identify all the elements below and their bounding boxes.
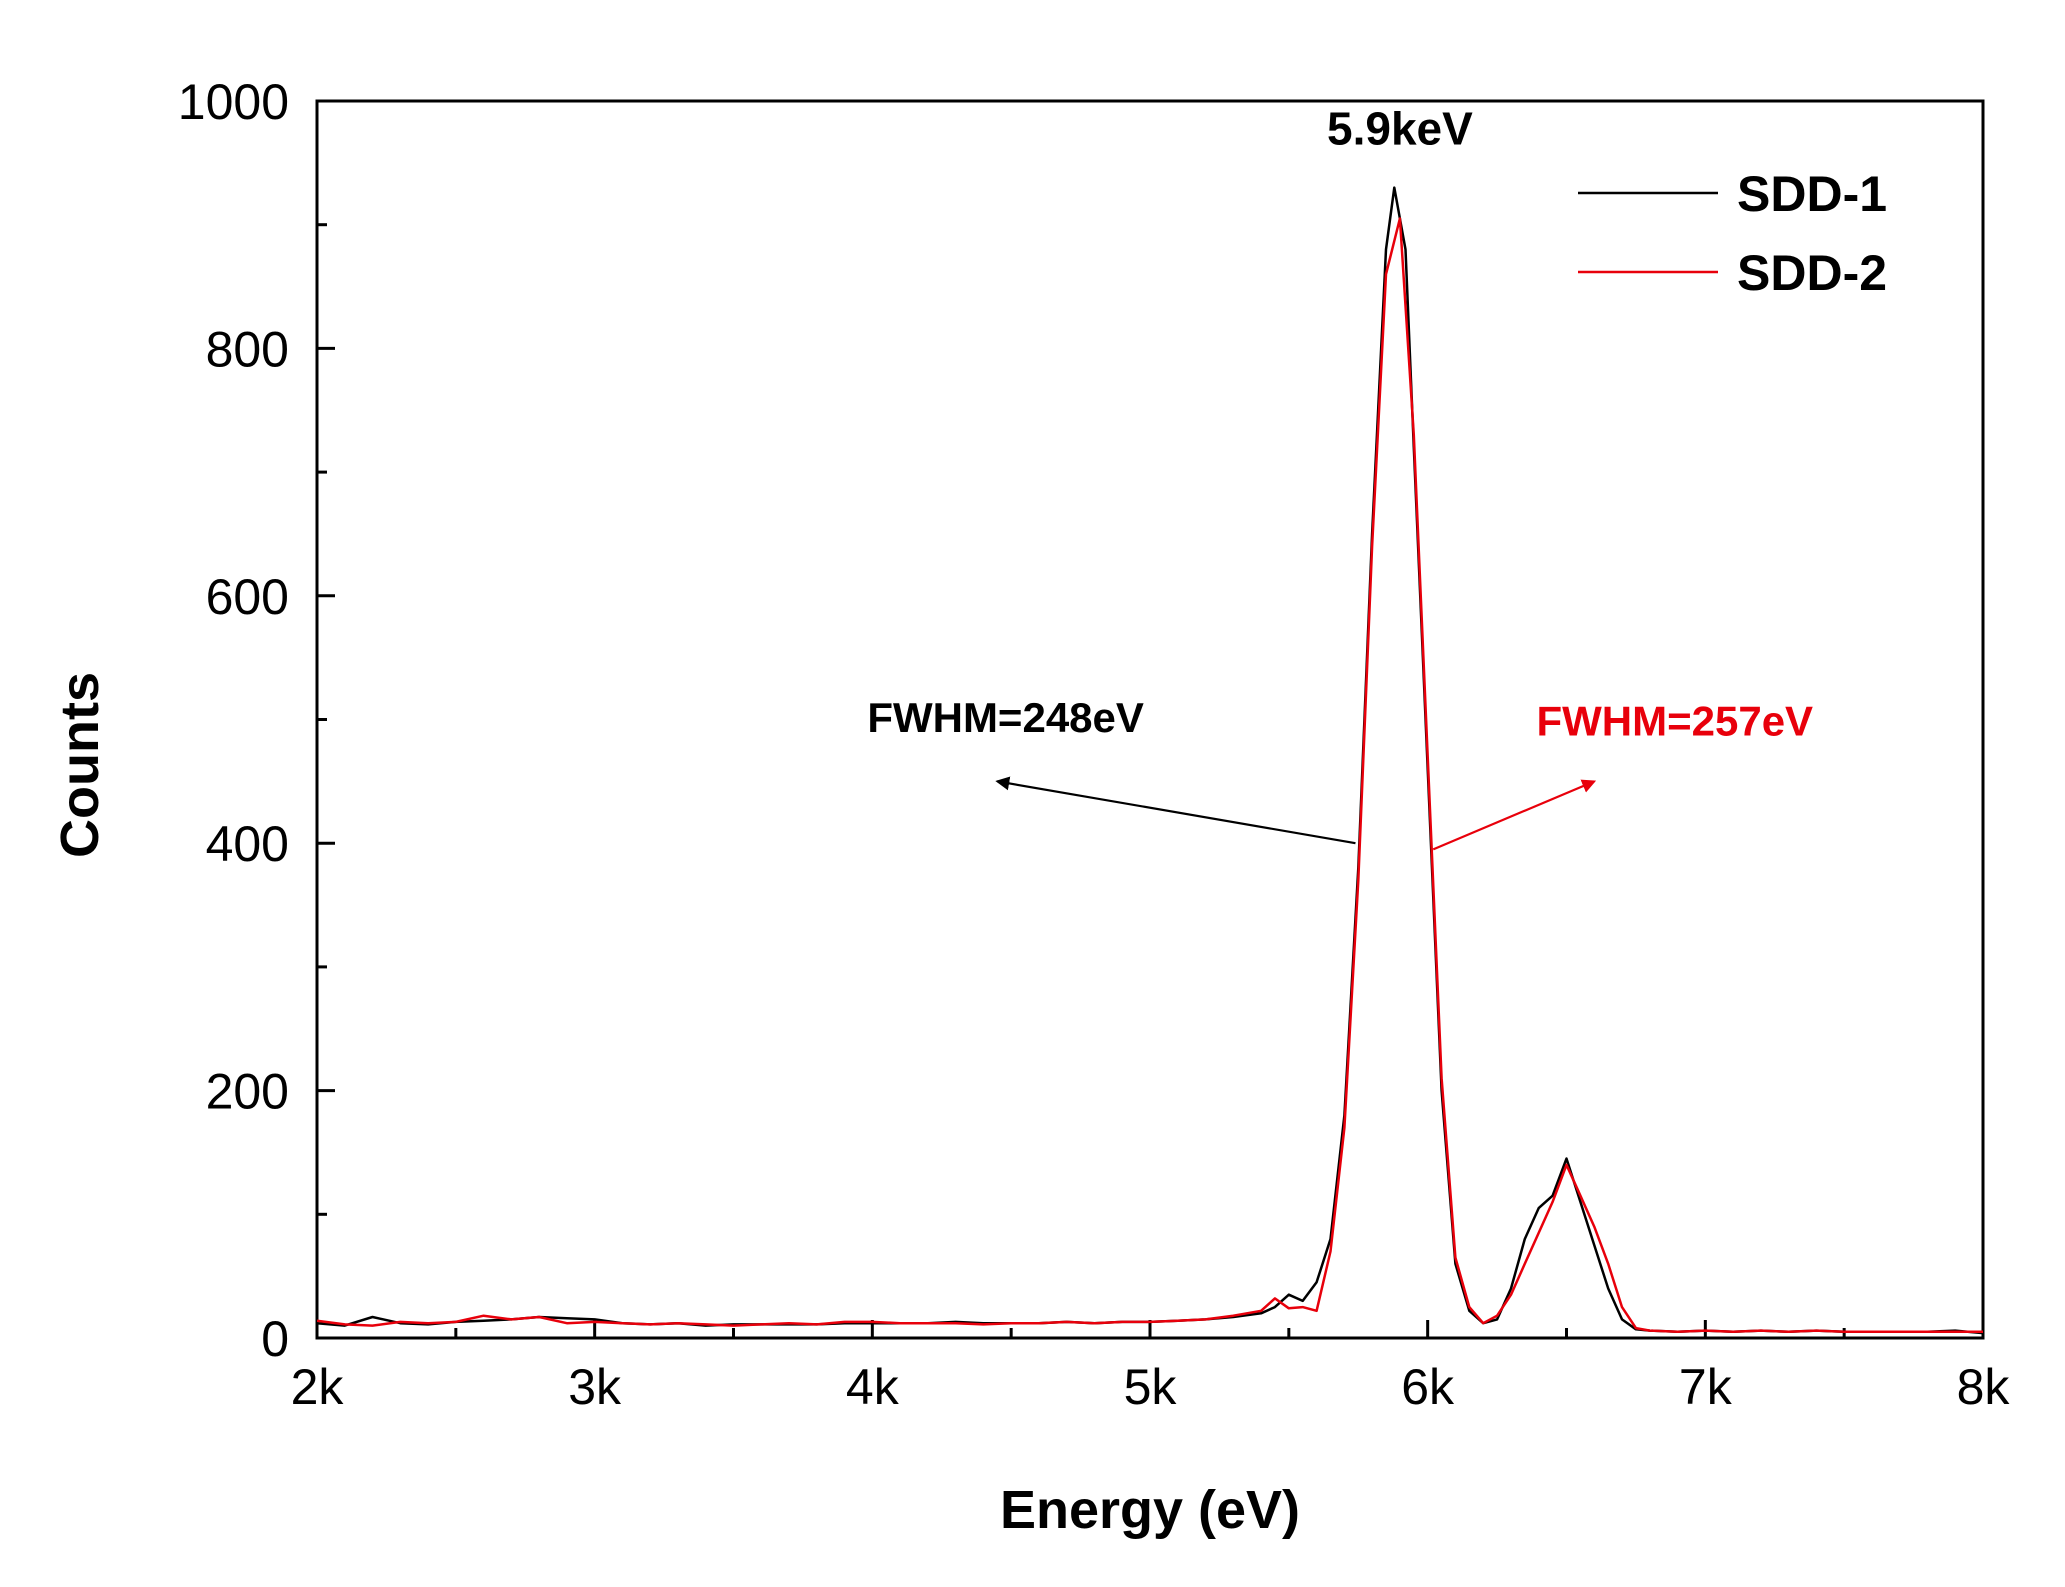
y-tick-label-5: 1000 — [178, 74, 289, 130]
y-tick-label-4: 800 — [206, 321, 289, 377]
y-axis-title: Counts — [50, 672, 110, 858]
y-axis: 0 200 400 600 800 1000 — [178, 74, 335, 1367]
y-tick-label-2: 400 — [206, 816, 289, 872]
x-tick-label-1: 3k — [568, 1359, 622, 1415]
y-tick-label-3: 600 — [206, 569, 289, 625]
x-tick-label-6: 8k — [1957, 1359, 2011, 1415]
y-tick-label-0: 0 — [261, 1311, 289, 1367]
annotation-layer: 5.9keV FWHM=248eV FWHM=257eV — [867, 102, 1813, 851]
series-line-sdd-2 — [317, 217, 1983, 1334]
annotation-label-2: FWHM=257eV — [1536, 698, 1813, 745]
annotation-arrow-1 — [995, 776, 1356, 845]
x-axis-title: Energy (eV) — [1000, 1480, 1300, 1540]
x-tick-label-2: 4k — [846, 1359, 900, 1415]
x-tick-label-4: 6k — [1401, 1359, 1455, 1415]
annotation-label-1: FWHM=248eV — [867, 694, 1144, 741]
y-tick-label-1: 200 — [206, 1064, 289, 1120]
annotation-arrow-2 — [1432, 779, 1597, 851]
legend: SDD-1 SDD-2 — [1578, 166, 1887, 301]
series-layer — [317, 186, 1983, 1335]
legend-label-sdd-1: SDD-1 — [1737, 166, 1887, 222]
annotation-label-0: 5.9keV — [1327, 102, 1473, 154]
legend-label-sdd-2: SDD-2 — [1737, 245, 1887, 301]
x-tick-label-3: 5k — [1124, 1359, 1178, 1415]
x-tick-label-0: 2k — [291, 1359, 345, 1415]
x-axis: 2k 3k 4k 5k 6k 7k 8k — [291, 1320, 2011, 1415]
series-line-sdd-1 — [317, 186, 1983, 1335]
x-tick-label-5: 7k — [1679, 1359, 1733, 1415]
